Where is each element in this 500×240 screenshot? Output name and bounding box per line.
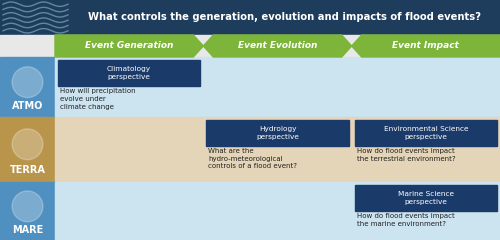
Text: Event Evolution: Event Evolution bbox=[238, 42, 317, 50]
Bar bbox=[0, 35, 500, 57]
Circle shape bbox=[12, 129, 43, 160]
Text: Climatology
perspective: Climatology perspective bbox=[107, 66, 151, 80]
Bar bbox=[55, 117, 500, 182]
Circle shape bbox=[12, 67, 43, 98]
Text: MARE: MARE bbox=[12, 225, 43, 234]
Polygon shape bbox=[204, 35, 352, 57]
Bar bbox=[0, 57, 55, 117]
Text: What are the
hydro-meteorological
controls of a flood event?: What are the hydro-meteorological contro… bbox=[208, 148, 298, 169]
Circle shape bbox=[12, 191, 43, 222]
Text: What controls the generation, evolution and impacts of flood events?: What controls the generation, evolution … bbox=[88, 12, 480, 23]
Bar bbox=[354, 120, 497, 146]
Bar bbox=[206, 120, 348, 146]
Bar bbox=[0, 117, 55, 182]
Text: ATMO: ATMO bbox=[12, 101, 43, 111]
Bar bbox=[55, 57, 500, 117]
Polygon shape bbox=[352, 35, 500, 57]
Text: Environmental Science
perspective: Environmental Science perspective bbox=[384, 126, 468, 140]
Text: How do flood events impact
the terrestrial environment?: How do flood events impact the terrestri… bbox=[356, 148, 456, 162]
Text: Marine Science
perspective: Marine Science perspective bbox=[398, 191, 454, 205]
Text: Event Generation: Event Generation bbox=[85, 42, 174, 50]
Bar bbox=[354, 185, 497, 211]
Bar bbox=[58, 60, 201, 86]
Bar bbox=[0, 182, 55, 240]
Text: TERRA: TERRA bbox=[10, 165, 46, 175]
Polygon shape bbox=[55, 35, 204, 57]
Text: How will precipitation
evolve under
climate change: How will precipitation evolve under clim… bbox=[60, 88, 136, 109]
Text: Event Impact: Event Impact bbox=[392, 42, 460, 50]
Bar bbox=[55, 182, 500, 240]
Text: How do flood events impact
the marine environment?: How do flood events impact the marine en… bbox=[356, 213, 454, 227]
Bar bbox=[0, 0, 500, 35]
Text: Hydrology
perspective: Hydrology perspective bbox=[256, 126, 299, 140]
